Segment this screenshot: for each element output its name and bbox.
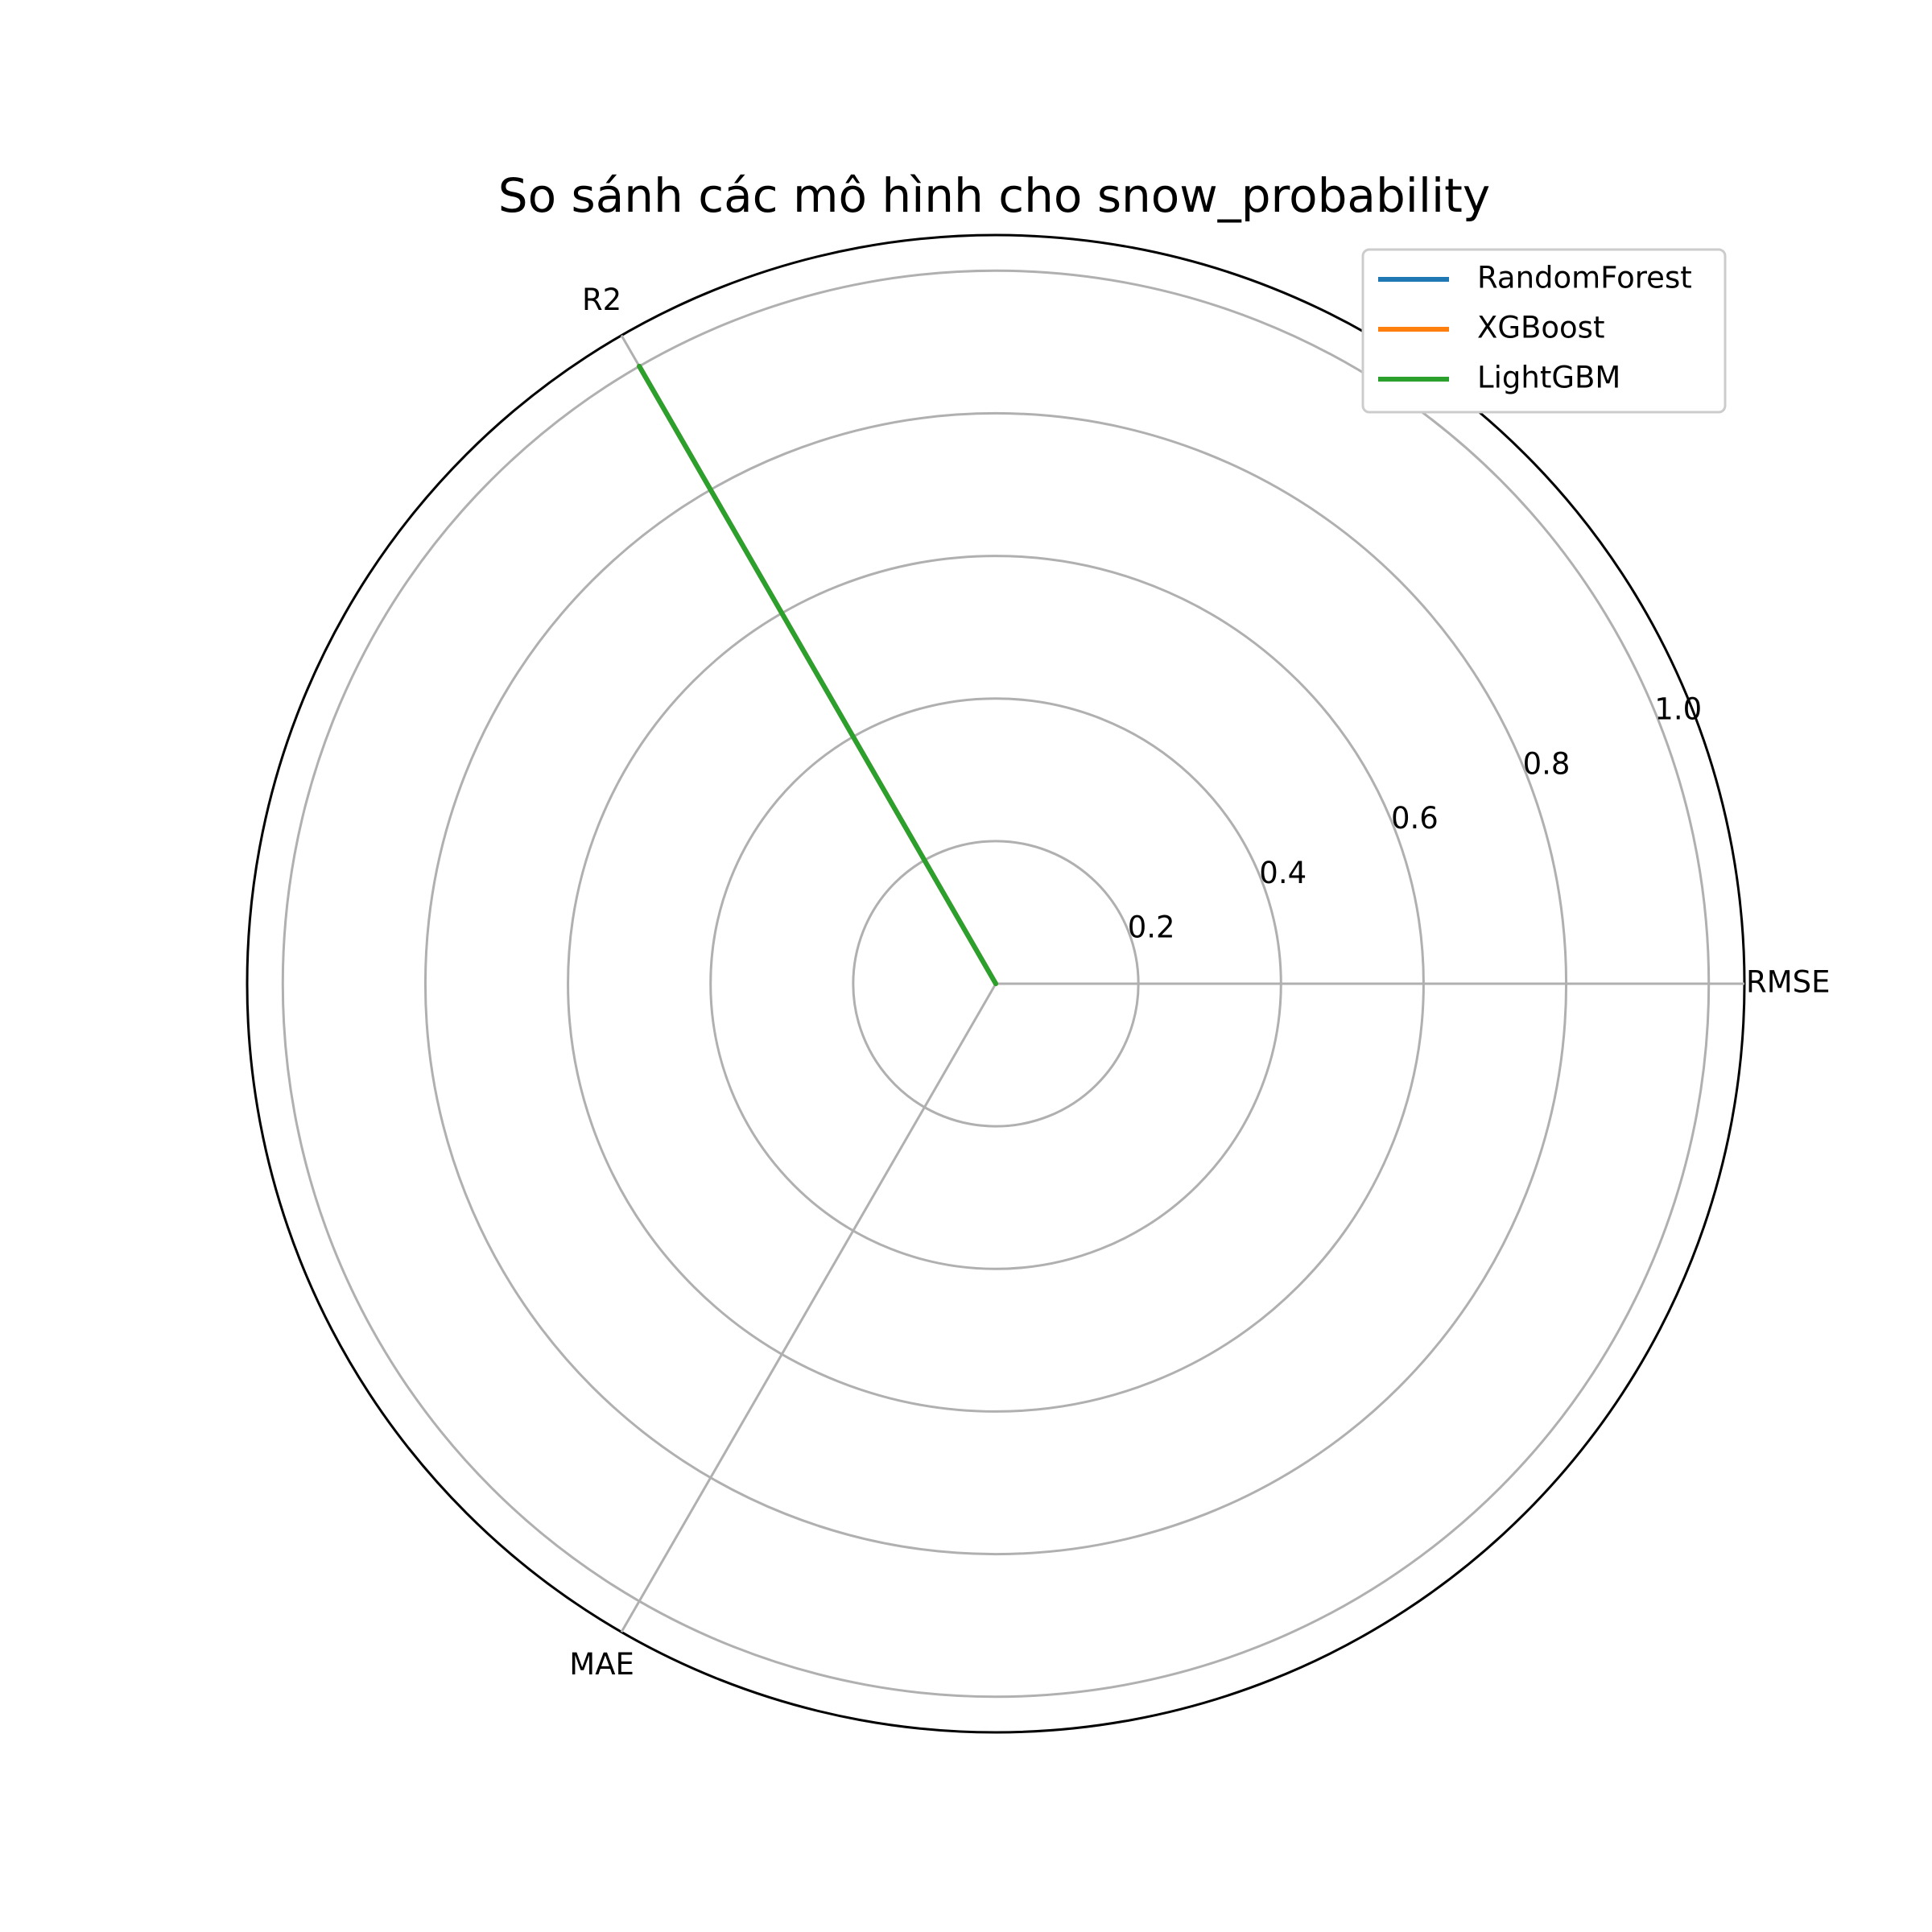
axis-spoke-mae bbox=[620, 983, 997, 1633]
r-tick-label: 0.2 bbox=[1128, 910, 1175, 945]
axis-labels: RMSE R2 MAE bbox=[569, 283, 1830, 1682]
r-tick-labels: 0.2 0.4 0.6 0.8 1.0 bbox=[1128, 692, 1702, 945]
series-line-lightgbm bbox=[637, 363, 998, 986]
legend-frame bbox=[1361, 248, 1727, 414]
legend: RandomForest XGBoost LightGBM bbox=[1361, 248, 1727, 414]
series-layer bbox=[637, 363, 998, 986]
legend-label-xgboost: XGBoost bbox=[1477, 311, 1604, 345]
r-tick-label: 0.8 bbox=[1523, 746, 1571, 781]
axis-label-mae: MAE bbox=[569, 1647, 634, 1682]
r-tick-label: 1.0 bbox=[1654, 692, 1702, 727]
r-tick-label: 0.4 bbox=[1259, 856, 1307, 890]
legend-label-lightgbm: LightGBM bbox=[1477, 361, 1620, 395]
chart-title: So sánh các mô hình cho snow_probability bbox=[498, 168, 1490, 223]
axis-label-rmse: RMSE bbox=[1746, 965, 1831, 1000]
legend-label-randomforest: RandomForest bbox=[1477, 261, 1692, 295]
axis-label-r2: R2 bbox=[582, 283, 621, 317]
r-tick-label: 0.6 bbox=[1391, 801, 1439, 836]
